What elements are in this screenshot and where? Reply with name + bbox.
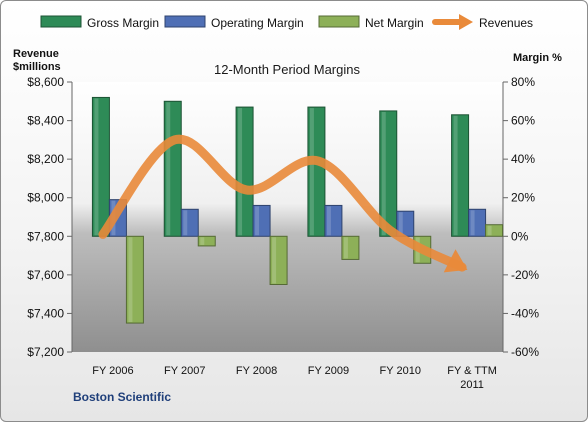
category-label-line: FY 2010 xyxy=(380,365,421,377)
revenue-arrowhead xyxy=(443,249,468,273)
revenue-series xyxy=(98,134,468,273)
left-tick-label: $7,600 xyxy=(27,268,64,282)
category-label-fy-2006: FY 2006 xyxy=(92,365,133,377)
legend-swatch xyxy=(164,15,206,28)
category-label-line: FY 2008 xyxy=(236,365,277,377)
right-tick-label: 80% xyxy=(511,75,535,89)
right-tick-label: 0% xyxy=(511,229,529,243)
legend-item-net-margin: Net Margin xyxy=(318,15,424,30)
category-label-fy-2008: FY 2008 xyxy=(236,365,277,377)
left-axis-ticks: $7,200 $7,400 $7,600 $7,800 $8,000 $8,200 $8,4… xyxy=(27,75,73,359)
bar-highlight xyxy=(309,108,314,236)
bar-operating-margin-fy-2007 xyxy=(180,208,199,237)
left-tick-label: $7,800 xyxy=(27,229,64,243)
bar-highlight xyxy=(453,115,458,236)
left-tick-label: $7,400 xyxy=(27,306,64,320)
left-tick-label: $7,200 xyxy=(27,345,64,359)
bar-operating-margin-fy-2009 xyxy=(324,204,343,237)
left-tick-label: $8,600 xyxy=(27,75,64,89)
bar-highlight xyxy=(183,210,188,236)
bar-net-margin-fy-2006 xyxy=(125,235,144,324)
right-tick-label: 60% xyxy=(511,114,535,128)
company-name: Boston Scientific xyxy=(73,390,171,404)
legend-arrow xyxy=(459,14,473,30)
category-label-fy-ttm-2011: FY & TTM 2011 xyxy=(447,365,497,391)
bar-highlight xyxy=(272,237,277,284)
left-axis-label-line-1: Revenue xyxy=(13,48,59,60)
bar-net-margin-fy-2007 xyxy=(197,235,216,247)
category-label-line: FY 2009 xyxy=(308,365,349,377)
bars xyxy=(91,96,504,324)
bar-net-margin-fy-2008 xyxy=(269,235,288,286)
legend-label: Operating Margin xyxy=(211,16,304,30)
bar-highlight xyxy=(128,237,133,323)
bar-highlight xyxy=(343,237,348,259)
right-tick-label: -40% xyxy=(511,306,539,320)
legend-item-gross-margin: Gross Margin xyxy=(40,15,159,30)
bar-highlight xyxy=(487,225,492,236)
bar-highlight xyxy=(255,206,260,236)
category-label-fy-2009: FY 2009 xyxy=(308,365,349,377)
left-axis-label-line-2: $millions xyxy=(13,61,61,73)
legend: Gross Margin Operating Margin Net Margin Re… xyxy=(40,14,533,30)
right-tick-label: -20% xyxy=(511,268,539,282)
category-label-line: FY 2006 xyxy=(92,365,133,377)
chart-title: 12-Month Period Margins xyxy=(214,62,360,77)
legend-swatch xyxy=(40,15,82,28)
left-tick-label: $8,400 xyxy=(27,114,64,128)
legend-swatch xyxy=(318,15,360,28)
bar-net-margin-fy-ttm-2011 xyxy=(485,224,504,237)
revenue-line xyxy=(98,134,467,272)
bar-gross-margin-fy-2009 xyxy=(307,106,326,237)
category-label-line: FY 2007 xyxy=(164,365,205,377)
legend-item-revenues: Revenues xyxy=(432,14,533,30)
bar-highlight xyxy=(470,210,475,236)
bar-highlight xyxy=(326,206,331,236)
category-labels: FY 2006 FY 2007 FY 2008 FY 2009 FY 2010 FY & … xyxy=(92,365,497,391)
legend-item-operating-margin: Operating Margin xyxy=(164,15,304,30)
bar-highlight xyxy=(238,108,243,236)
right-axis-ticks: -60% -40% -20% 0% 20% 40% 60% 80% xyxy=(502,75,539,359)
legend-label: Net Margin xyxy=(365,16,424,30)
right-tick-label: -60% xyxy=(511,345,539,359)
bar-operating-margin-fy-ttm-2011 xyxy=(468,208,487,237)
bar-highlight xyxy=(94,98,99,236)
left-axis-label: Revenue $millions xyxy=(13,48,62,73)
right-tick-label: 20% xyxy=(511,191,535,205)
bar-highlight xyxy=(200,237,205,245)
left-tick-label: $8,200 xyxy=(27,152,64,166)
legend-label: Gross Margin xyxy=(87,16,159,30)
bar-operating-margin-fy-2008 xyxy=(252,204,271,237)
category-label-line: FY & TTM xyxy=(447,365,497,377)
bar-gross-margin-fy-2010 xyxy=(379,110,398,237)
category-label-fy-2007: FY 2007 xyxy=(164,365,205,377)
bar-highlight xyxy=(398,212,403,236)
bar-highlight xyxy=(166,102,171,236)
legend-label: Revenues xyxy=(479,16,533,30)
bar-highlight xyxy=(381,111,386,236)
right-tick-label: 40% xyxy=(511,152,535,166)
bar-net-margin-fy-2009 xyxy=(341,235,360,260)
left-tick-label: $8,000 xyxy=(27,191,64,205)
right-axis-label: Margin % xyxy=(513,52,562,64)
bar-gross-margin-fy-2008 xyxy=(235,106,254,237)
bar-gross-margin-fy-ttm-2011 xyxy=(451,114,470,237)
category-label-fy-2010: FY 2010 xyxy=(380,365,421,377)
category-label-line: 2011 xyxy=(460,379,484,391)
